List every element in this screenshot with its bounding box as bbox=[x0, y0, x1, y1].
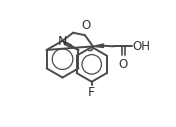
Text: O: O bbox=[81, 19, 90, 32]
Text: O: O bbox=[119, 58, 128, 71]
Text: OH: OH bbox=[133, 40, 150, 53]
Text: N: N bbox=[57, 35, 67, 48]
Polygon shape bbox=[93, 44, 103, 47]
Text: F: F bbox=[88, 86, 95, 99]
